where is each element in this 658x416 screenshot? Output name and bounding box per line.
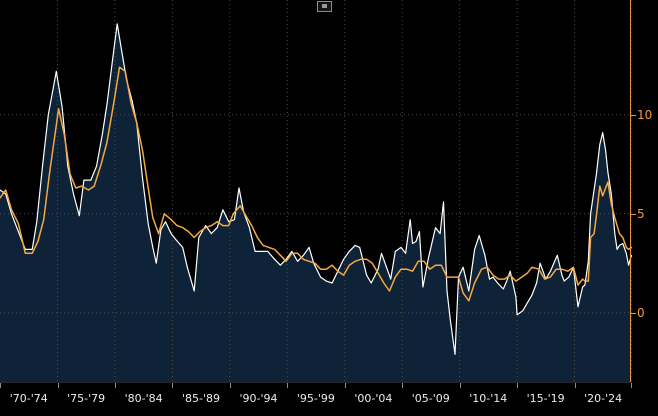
x-axis-label: '70-'74 [9, 392, 48, 405]
x-axis: '70-'74 '75-'79 '80-'84 '85-'89 '90-'94 … [0, 382, 632, 416]
x-axis-tick [57, 383, 59, 388]
line-white [0, 23, 632, 355]
y-axis-label: 10 [637, 108, 653, 122]
x-axis-tick [229, 383, 231, 388]
x-axis-tick [631, 383, 632, 388]
y-axis-tick [631, 115, 636, 116]
area-fill [0, 23, 632, 382]
x-axis-tick [574, 383, 576, 388]
x-axis-tick [344, 383, 346, 388]
x-axis-label: '10-'14 [469, 392, 508, 405]
x-axis-tick [287, 383, 289, 388]
x-axis-label: '95-'99 [296, 392, 335, 405]
line-orange [0, 66, 632, 302]
y-axis-label: 5 [637, 207, 645, 221]
x-axis-tick [459, 383, 461, 388]
x-axis-label: '90-'94 [239, 392, 278, 405]
x-axis-tick [172, 383, 174, 388]
y-axis-line [630, 0, 631, 382]
y-axis-tick [631, 313, 636, 314]
x-axis-tick [517, 383, 519, 388]
x-axis-label: '05-'09 [411, 392, 450, 405]
x-axis-label: '75-'79 [67, 392, 106, 405]
x-axis-tick [0, 383, 1, 388]
y-axis: 10 5 0 [630, 0, 658, 382]
x-axis-label: '80-'84 [124, 392, 163, 405]
x-axis-label: '85-'89 [182, 392, 221, 405]
x-axis-tick [114, 383, 116, 388]
chart-toolbar-icon-glyph [322, 4, 327, 8]
y-axis-tick [631, 214, 636, 215]
x-axis-label: '20-'24 [584, 392, 623, 405]
x-axis-tick [402, 383, 404, 388]
chart-toolbar-icon[interactable] [317, 1, 332, 12]
y-axis-label: 0 [637, 306, 645, 320]
x-axis-label: '15-'19 [526, 392, 565, 405]
x-axis-label: '00-'04 [354, 392, 393, 405]
plot-area [0, 0, 632, 382]
